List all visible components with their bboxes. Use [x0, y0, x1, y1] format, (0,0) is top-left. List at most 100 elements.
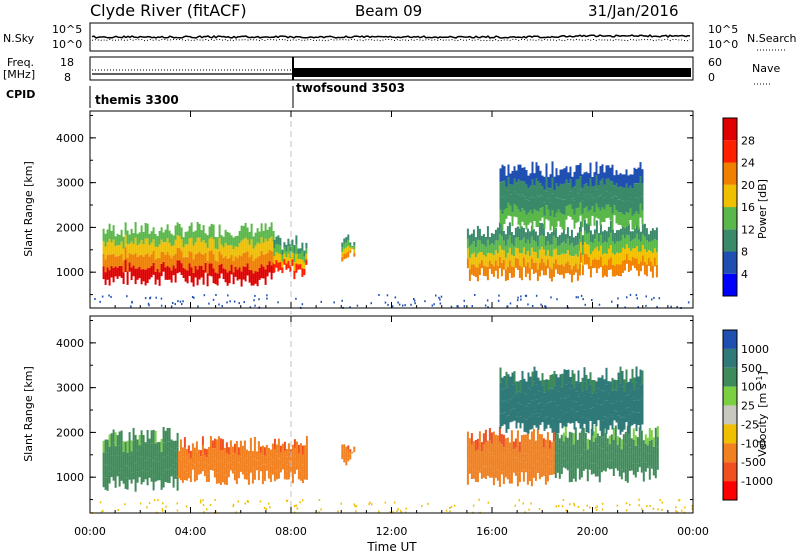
- power-speckle: [635, 294, 638, 297]
- velocity-echo-cell: [570, 457, 573, 470]
- velocity-echo-cell: [259, 446, 262, 453]
- velocity-echo-cell: [472, 441, 475, 451]
- velocity-echo-cell: [134, 477, 137, 492]
- power-echo-cell: [154, 271, 157, 285]
- velocity-echo-cell: [656, 437, 659, 448]
- power-echo-cell: [504, 257, 507, 270]
- power-echo-cell: [220, 263, 223, 274]
- velocity-echo-cell: [183, 469, 186, 480]
- power-echo-cell: [104, 272, 107, 285]
- velocity-echo-cell: [472, 450, 475, 460]
- power-echo-cell: [617, 187, 620, 200]
- power-echo-cell: [647, 250, 650, 258]
- velocity-speckle: [320, 508, 322, 511]
- power-echo-cell: [578, 263, 581, 276]
- velocity-echo-cell: [122, 473, 125, 484]
- velocity-speckle: [569, 503, 571, 506]
- velocity-echo-cell: [126, 440, 129, 453]
- power-echo-cell: [627, 200, 630, 213]
- velocity-echo-cell: [122, 441, 125, 452]
- velocity-echo-cell: [172, 464, 175, 476]
- power-echo-cell: [557, 175, 560, 187]
- velocity-speckle: [206, 508, 208, 511]
- velocity-echo-cell: [544, 462, 547, 474]
- velocity-echo-cell: [110, 455, 113, 467]
- velocity-echo-cell: [215, 439, 218, 451]
- velocity-echo-cell: [654, 440, 657, 453]
- velocity-echo-cell: [633, 377, 636, 390]
- velocity-echo-cell: [619, 400, 622, 418]
- velocity-echo-cell: [568, 469, 571, 483]
- velocity-echo-cell: [478, 452, 481, 463]
- velocity-echo-cell: [540, 455, 543, 467]
- power-echo-cell: [116, 256, 119, 268]
- velocity-echo-cell: [124, 441, 127, 454]
- velocity-echo-cell: [530, 445, 533, 459]
- power-echo-cell: [222, 247, 225, 258]
- velocity-echo-cell: [519, 416, 522, 429]
- power-echo-cell: [496, 253, 499, 266]
- velocity-echo-cell: [341, 444, 344, 449]
- power-echo-cell: [506, 226, 509, 240]
- power-echo-cell: [214, 260, 217, 273]
- velocity-echo-cell: [537, 390, 540, 404]
- velocity-echo-cell: [560, 444, 563, 455]
- power-echo-cell: [160, 263, 163, 277]
- velocity-echo-cell: [558, 458, 561, 469]
- power-echo-cell: [540, 258, 543, 271]
- power-echo-cell: [182, 257, 185, 268]
- velocity-echo-cell: [189, 466, 192, 475]
- velocity-echo-cell: [181, 447, 184, 457]
- velocity-colorbar-tick: -1000: [741, 475, 773, 488]
- power-echo-cell: [554, 238, 557, 249]
- velocity-echo-cell: [195, 470, 198, 481]
- velocity-speckle: [641, 508, 643, 511]
- power-echo-cell: [655, 239, 658, 253]
- power-echo-cell: [224, 243, 227, 257]
- velocity-speckle: [293, 505, 296, 508]
- velocity-echo-cell: [601, 405, 604, 421]
- x-tick-label: 16:00: [476, 525, 508, 538]
- velocity-echo-cell: [221, 460, 224, 472]
- velocity-echo-cell: [515, 416, 518, 429]
- power-echo-cell: [116, 267, 119, 279]
- power-echo-cell: [285, 251, 288, 258]
- power-echo-cell: [569, 179, 572, 192]
- velocity-echo-cell: [177, 457, 180, 465]
- velocity-echo-cell: [578, 444, 581, 457]
- velocity-speckle: [638, 504, 640, 507]
- velocity-echo-cell: [265, 444, 268, 452]
- power-echo-cell: [551, 210, 554, 227]
- velocity-echo-cell: [632, 451, 635, 464]
- power-echo-cell: [228, 270, 231, 284]
- power-echo-cell: [238, 243, 241, 256]
- power-echo-cell: [132, 265, 135, 277]
- power-speckle: [629, 293, 632, 296]
- power-echo-cell: [341, 256, 344, 262]
- power-echo-cell: [353, 253, 356, 257]
- velocity-speckle: [453, 504, 456, 507]
- power-echo-cell: [631, 257, 634, 266]
- power-echo-cell: [351, 245, 354, 247]
- power-speckle: [99, 300, 101, 303]
- power-echo-cell: [252, 260, 255, 274]
- power-echo-cell: [649, 230, 652, 241]
- velocity-echo-cell: [472, 459, 475, 470]
- power-echo-cell: [521, 167, 524, 182]
- power-echo-cell: [504, 245, 507, 258]
- velocity-speckle: [176, 502, 178, 505]
- velocity-echo-cell: [535, 385, 538, 400]
- power-echo-cell: [537, 181, 540, 197]
- velocity-echo-cell: [603, 416, 606, 429]
- power-echo-cell: [164, 229, 167, 243]
- velocity-speckle: [405, 507, 407, 510]
- power-echo-cell: [240, 225, 243, 241]
- velocity-echo-cell: [633, 400, 636, 413]
- power-speckle: [144, 297, 147, 300]
- velocity-echo-cell: [273, 438, 276, 450]
- velocity-colorbar-tick: -25: [741, 418, 759, 431]
- power-echo-cell: [112, 268, 115, 283]
- power-echo-cell: [639, 203, 642, 218]
- power-echo-cell: [138, 255, 141, 267]
- power-echo-cell: [515, 170, 518, 183]
